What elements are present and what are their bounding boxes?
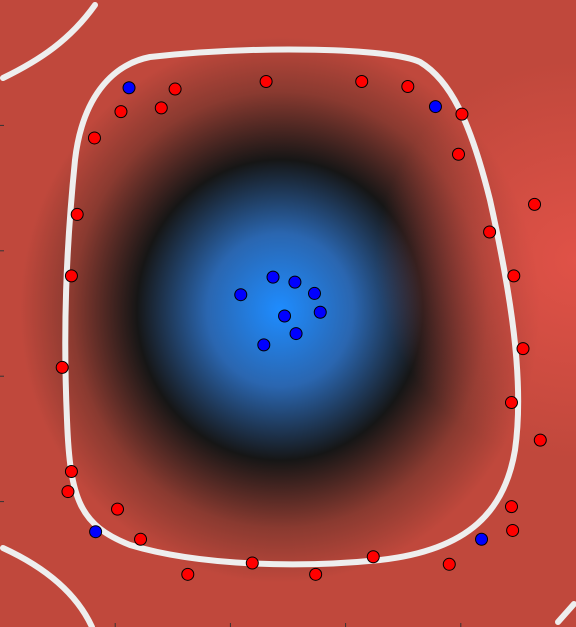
- point: [309, 567, 323, 581]
- point: [259, 75, 273, 89]
- point: [533, 433, 547, 447]
- point: [245, 556, 259, 570]
- point: [313, 305, 327, 319]
- point: [289, 327, 303, 341]
- point: [483, 225, 497, 239]
- boundary-main: [62, 46, 522, 568]
- point: [122, 81, 136, 95]
- point: [168, 82, 182, 96]
- point: [442, 557, 456, 571]
- point: [87, 131, 101, 145]
- boundary-corner: [0, 545, 95, 627]
- point: [516, 342, 530, 356]
- point: [114, 105, 128, 119]
- point: [154, 101, 168, 115]
- point: [111, 502, 125, 516]
- point: [64, 465, 78, 479]
- point: [70, 207, 84, 221]
- point: [234, 288, 248, 302]
- point: [475, 532, 489, 546]
- point: [355, 75, 369, 89]
- point: [181, 567, 195, 581]
- point: [64, 269, 78, 283]
- point: [55, 360, 69, 374]
- point: [134, 532, 148, 546]
- boundary-corner: [555, 601, 576, 625]
- point: [307, 286, 321, 300]
- point: [61, 485, 75, 499]
- point: [451, 147, 465, 161]
- point: [504, 500, 518, 514]
- point: [507, 269, 521, 283]
- point: [506, 523, 520, 537]
- point: [89, 525, 103, 539]
- point: [366, 550, 380, 564]
- point: [278, 309, 292, 323]
- point: [288, 275, 302, 289]
- point: [455, 107, 469, 121]
- point: [528, 197, 542, 211]
- point: [266, 270, 280, 284]
- point: [504, 396, 518, 410]
- point: [257, 338, 271, 352]
- boundary-corner: [0, 2, 98, 81]
- point: [428, 100, 442, 114]
- point: [401, 80, 415, 94]
